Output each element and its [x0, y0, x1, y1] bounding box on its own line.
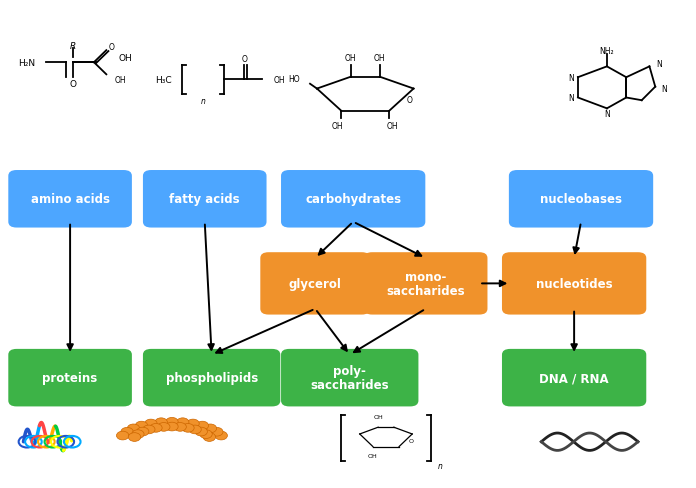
- Text: N: N: [661, 84, 667, 93]
- Circle shape: [195, 427, 207, 436]
- Circle shape: [136, 427, 149, 436]
- Circle shape: [166, 422, 178, 431]
- Text: O: O: [409, 438, 413, 443]
- Text: O: O: [407, 96, 413, 105]
- Text: H₂N: H₂N: [18, 59, 35, 67]
- Circle shape: [150, 424, 162, 432]
- Text: NH₂: NH₂: [600, 46, 615, 56]
- FancyBboxPatch shape: [281, 171, 425, 228]
- Text: phospholipids: phospholipids: [166, 371, 258, 385]
- Circle shape: [215, 431, 228, 440]
- Text: OH: OH: [115, 76, 126, 84]
- Circle shape: [196, 421, 209, 430]
- Text: OH: OH: [387, 122, 399, 130]
- Text: n: n: [200, 97, 205, 106]
- Text: R: R: [70, 41, 77, 51]
- Circle shape: [166, 418, 178, 426]
- Text: N: N: [569, 74, 574, 82]
- Text: glycerol: glycerol: [289, 277, 342, 290]
- Text: OH: OH: [368, 453, 378, 458]
- Text: O: O: [109, 42, 114, 52]
- Circle shape: [177, 418, 189, 427]
- Text: O: O: [70, 81, 77, 89]
- Circle shape: [174, 423, 187, 431]
- Text: OH: OH: [118, 54, 132, 63]
- Text: OH: OH: [373, 414, 383, 419]
- Text: N: N: [604, 110, 610, 119]
- Circle shape: [189, 425, 201, 434]
- FancyBboxPatch shape: [364, 253, 487, 315]
- Text: proteins: proteins: [42, 371, 97, 385]
- Circle shape: [143, 425, 155, 434]
- Circle shape: [182, 424, 194, 432]
- Text: OH: OH: [332, 122, 343, 130]
- Text: DNA / RNA: DNA / RNA: [539, 371, 609, 385]
- FancyBboxPatch shape: [502, 253, 647, 315]
- Text: nucleotides: nucleotides: [536, 277, 612, 290]
- Text: H₃C: H₃C: [155, 76, 172, 84]
- Text: OH: OH: [374, 54, 386, 63]
- FancyBboxPatch shape: [143, 171, 267, 228]
- Text: O: O: [242, 55, 247, 64]
- Circle shape: [135, 421, 148, 430]
- Circle shape: [127, 424, 140, 433]
- Text: n: n: [438, 462, 443, 470]
- Circle shape: [132, 430, 144, 439]
- Text: amino acids: amino acids: [31, 193, 109, 206]
- Circle shape: [204, 424, 216, 433]
- FancyBboxPatch shape: [509, 171, 653, 228]
- Circle shape: [211, 427, 223, 436]
- Circle shape: [121, 427, 134, 436]
- Text: poly-
saccharides: poly- saccharides: [310, 364, 389, 391]
- Text: nucleobases: nucleobases: [540, 193, 622, 206]
- Text: N: N: [656, 60, 662, 69]
- Circle shape: [187, 419, 199, 428]
- Text: N: N: [569, 94, 574, 103]
- Text: HO: HO: [288, 75, 300, 84]
- FancyBboxPatch shape: [8, 349, 132, 407]
- FancyBboxPatch shape: [281, 349, 418, 407]
- Circle shape: [145, 419, 157, 428]
- Circle shape: [116, 431, 129, 440]
- FancyBboxPatch shape: [8, 171, 132, 228]
- FancyBboxPatch shape: [502, 349, 647, 407]
- Text: OH: OH: [274, 76, 285, 84]
- FancyBboxPatch shape: [260, 253, 370, 315]
- Text: mono-
saccharides: mono- saccharides: [386, 270, 465, 298]
- Text: fatty acids: fatty acids: [169, 193, 240, 206]
- Circle shape: [157, 423, 170, 431]
- Circle shape: [155, 418, 167, 427]
- Circle shape: [203, 433, 216, 442]
- Circle shape: [128, 433, 141, 442]
- Text: OH: OH: [345, 54, 356, 63]
- FancyBboxPatch shape: [143, 349, 280, 407]
- Text: carbohydrates: carbohydrates: [305, 193, 401, 206]
- Circle shape: [200, 430, 212, 439]
